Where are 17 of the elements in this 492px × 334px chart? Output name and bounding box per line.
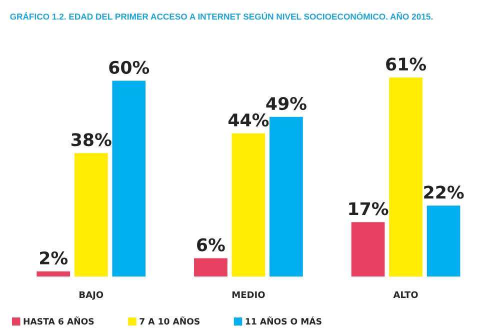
x-tick-label: BAJO: [80, 291, 104, 300]
bar: [110, 79, 147, 278]
data-label: 49%: [266, 96, 306, 110]
legend-label: 7 A 10 AÑOS: [140, 316, 200, 325]
data-label: 44%: [228, 113, 269, 127]
data-label: 61%: [386, 58, 426, 71]
data-label: 38%: [72, 133, 112, 146]
data-label: 2%: [40, 251, 68, 265]
data-label: 60%: [109, 60, 150, 74]
legend-label: HASTA 6 AÑOS: [24, 316, 94, 325]
data-label: 17%: [349, 202, 388, 216]
chart-title: GRÁFICO 1.2. EDAD DEL PRIMER ACCESO A INTERNET SEGÚN NIVEL SOCIOECONÓMICO. AÑO 2015.: [10, 12, 433, 20]
x-tick-label: MEDIO: [232, 291, 265, 298]
x-tick-label: ALTO: [393, 291, 418, 298]
data-label: 6%: [197, 238, 225, 252]
legend-label: 11 AÑOS O MÁS: [246, 316, 322, 325]
data-label: 22%: [424, 186, 464, 199]
